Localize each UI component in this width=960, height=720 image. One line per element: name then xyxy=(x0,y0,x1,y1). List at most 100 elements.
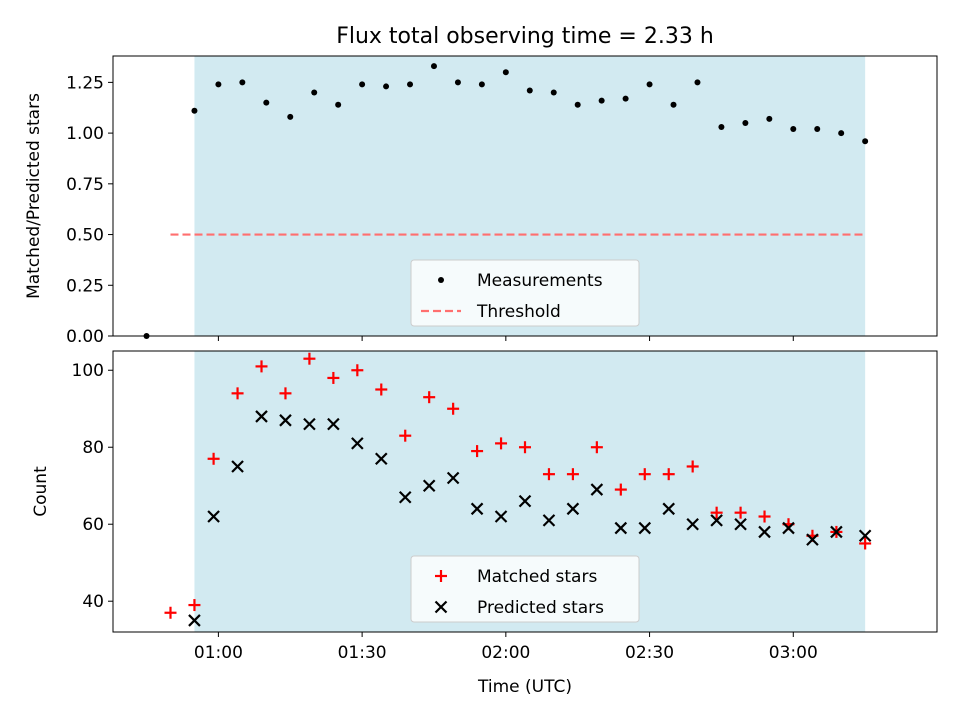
measurement-point xyxy=(215,81,222,88)
measurement-point xyxy=(407,81,414,88)
predicted-star-b xyxy=(327,417,340,431)
predicted-star-marker xyxy=(231,460,244,473)
matched-star-marker xyxy=(279,387,292,400)
predicted-star-b xyxy=(858,529,872,543)
measurement-point xyxy=(311,89,318,96)
y-tick-label: 0.25 xyxy=(66,276,104,296)
matched-star-marker xyxy=(255,360,268,373)
matched-star-marker xyxy=(231,387,244,400)
measurement-point xyxy=(646,81,653,88)
matched-star-marker xyxy=(758,510,771,523)
matched-star-marker xyxy=(399,429,412,442)
predicted-star-marker xyxy=(494,510,508,523)
predicted-star-b xyxy=(806,533,819,546)
predicted-star-b xyxy=(518,494,532,508)
predicted-star-marker xyxy=(518,494,532,508)
predicted-star-marker xyxy=(782,521,795,535)
predicted-star-marker xyxy=(590,483,604,496)
predicted-star-b xyxy=(303,417,316,431)
y-tick-label: 80 xyxy=(82,438,104,458)
predicted-star-b xyxy=(542,514,556,527)
predicted-star-marker xyxy=(398,490,412,504)
measurement-point xyxy=(478,81,485,88)
x-tick-label: 02:30 xyxy=(625,643,674,663)
count-points xyxy=(164,352,872,627)
matched-star-marker xyxy=(638,468,651,481)
x-tick-label: 01:00 xyxy=(194,643,243,663)
measurement-point xyxy=(838,130,845,137)
matched-star-marker xyxy=(471,445,484,458)
count-panel: 40 60 80 100 01:00 01:30 02:00 02:30 03:00 Coun… xyxy=(31,350,938,697)
predicted-star-b xyxy=(782,521,795,535)
predicted-star-marker xyxy=(327,417,340,431)
predicted-star-b xyxy=(231,460,244,473)
legend-box xyxy=(410,555,640,623)
matched-star-marker xyxy=(447,402,460,415)
legend-label: Matched stars xyxy=(477,567,597,587)
measurement-point xyxy=(263,99,270,106)
matched-star-marker xyxy=(495,437,508,450)
measurement-point xyxy=(574,101,581,108)
matched-star-marker xyxy=(614,483,627,496)
predicted-star-b xyxy=(614,521,628,535)
predicted-star-marker xyxy=(858,529,872,543)
predicted-star-b xyxy=(566,502,580,516)
measurement-point xyxy=(670,101,677,108)
measurement-point xyxy=(694,79,701,86)
measurement-point xyxy=(287,113,294,120)
legend-box xyxy=(410,259,640,327)
matched-star-marker xyxy=(327,371,340,384)
measurement-point xyxy=(790,126,797,133)
legend-predicted-b xyxy=(434,600,448,614)
y-tick-label: 1.00 xyxy=(66,124,104,144)
measurement-point xyxy=(598,97,605,104)
predicted-star-b xyxy=(638,521,652,535)
predicted-star-marker xyxy=(806,533,819,546)
count-plot-frame xyxy=(112,350,938,633)
measurement-point xyxy=(502,69,509,76)
legend-label: Threshold xyxy=(476,302,561,322)
predicted-star-marker xyxy=(351,437,364,450)
predicted-star-b xyxy=(662,502,675,516)
x-tick-label: 01:30 xyxy=(338,643,387,663)
matched-star-marker xyxy=(423,391,436,404)
measurement-point xyxy=(383,83,390,90)
measurement-point xyxy=(454,79,461,86)
y-tick-label: 0.00 xyxy=(66,327,104,347)
matched-star-marker xyxy=(566,468,579,481)
matched-star-marker xyxy=(164,606,177,619)
predicted-star-b xyxy=(188,614,201,627)
predicted-star-b xyxy=(686,517,699,531)
predicted-star-marker xyxy=(734,517,747,531)
matched-star-marker xyxy=(351,364,364,377)
count-legend: Matched stars Predicted stars xyxy=(410,555,640,623)
ratio-legend: Measurements Threshold xyxy=(410,259,640,327)
predicted-star-marker xyxy=(303,417,316,431)
matched-star-marker xyxy=(710,506,723,519)
y-tick-label: 40 xyxy=(82,592,104,612)
measurement-point xyxy=(622,95,629,102)
predicted-star-marker xyxy=(255,410,268,423)
matched-star-marker xyxy=(519,441,531,454)
matched-star-marker xyxy=(590,441,603,454)
predicted-star-b xyxy=(470,502,484,516)
predicted-star-marker xyxy=(638,521,652,535)
x-tick-label: 03:00 xyxy=(769,643,818,663)
matched-star-marker xyxy=(662,468,675,481)
predicted-star-marker xyxy=(542,514,556,527)
predicted-star-marker xyxy=(188,614,201,627)
predicted-star-marker xyxy=(710,514,723,527)
measurement-point xyxy=(430,63,437,70)
measurement-point xyxy=(766,115,773,122)
measurement-point xyxy=(239,79,246,86)
predicted-star-marker xyxy=(446,471,460,485)
matched-star-marker xyxy=(686,460,699,473)
matched-star-marker xyxy=(303,352,316,365)
y-tick-label: 0.75 xyxy=(66,175,104,195)
predicted-star-b xyxy=(207,510,220,523)
predicted-star-marker xyxy=(614,521,628,535)
matched-star-marker xyxy=(542,468,555,481)
measurement-points xyxy=(143,63,869,339)
measurement-point xyxy=(335,101,342,108)
